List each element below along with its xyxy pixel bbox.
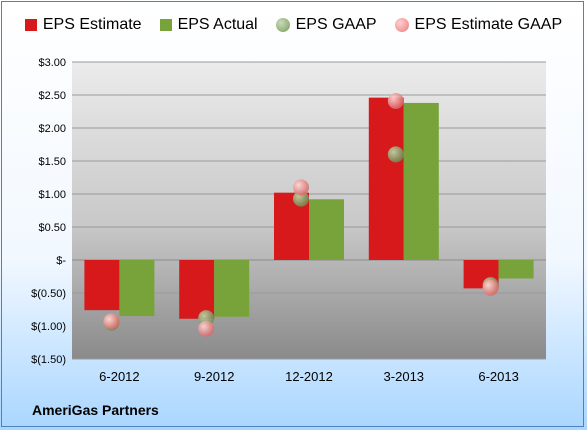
y-tick-label: $2.00 xyxy=(38,123,66,135)
point-eps-estimate-gaap xyxy=(293,179,309,196)
bar-eps-estimate xyxy=(368,97,404,260)
bar-eps-actual xyxy=(119,260,155,317)
bar-eps-estimate xyxy=(179,260,215,319)
point-eps-estimate-gaap xyxy=(103,313,120,330)
legend-swatch-eps-gaap xyxy=(275,18,290,32)
legend-label-eps-gaap: EPS GAAP xyxy=(295,16,377,33)
x-tick-label: 3-2013 xyxy=(384,369,424,384)
points xyxy=(103,92,499,337)
y-tick-label: $1.50 xyxy=(38,156,66,168)
y-tick-label: $1.00 xyxy=(38,189,66,201)
point-eps-estimate-gaap xyxy=(482,279,499,296)
legend-swatch-eps-estimate-gaap xyxy=(394,18,409,32)
bar-eps-actual xyxy=(309,199,344,260)
y-tick-label: $- xyxy=(56,255,66,267)
legend: EPS Estimate EPS Actual EPS GAAP EPS Est… xyxy=(0,16,587,34)
y-tick-label: $3.00 xyxy=(38,57,66,69)
point-eps-estimate-gaap xyxy=(387,92,404,109)
y-axis-ticks: $3.00 $2.50 $2.00 $1.50 $1.00 $0.50 $- $(0.50) $… xyxy=(31,57,66,366)
company-name: AmeriGas Partners xyxy=(32,402,159,418)
point-eps-gaap xyxy=(387,146,404,163)
y-tick-label: $2.50 xyxy=(38,90,66,102)
y-tick-label: $(0.50) xyxy=(31,288,66,300)
legend-label-eps-estimate-gaap: EPS Estimate GAAP xyxy=(414,16,563,33)
bars xyxy=(84,97,534,319)
x-tick-label: 6-2013 xyxy=(478,369,518,384)
legend-label-eps-actual: EPS Actual xyxy=(177,16,258,33)
x-tick-label: 6-2012 xyxy=(99,369,139,384)
bar-eps-actual xyxy=(403,102,439,260)
x-axis-ticks: 6-2012 9-2012 12-2012 3-2013 6-2013 xyxy=(99,369,519,384)
legend-swatch-eps-actual xyxy=(159,19,172,31)
y-tick-label: $(1.50) xyxy=(31,354,66,366)
y-tick-label: $(1.00) xyxy=(31,321,66,333)
y-tick-label: $0.50 xyxy=(38,222,66,234)
legend-item-eps-estimate-gaap: EPS Estimate GAAP xyxy=(394,16,563,34)
legend-swatch-eps-estimate xyxy=(24,19,37,31)
x-tick-label: 12-2012 xyxy=(285,369,333,384)
legend-label-eps-estimate: EPS Estimate xyxy=(42,16,142,33)
bar-eps-actual xyxy=(498,260,534,279)
point-eps-estimate-gaap xyxy=(198,320,215,337)
point-eps-gaap xyxy=(293,190,309,207)
legend-item-eps-estimate: EPS Estimate xyxy=(24,16,142,34)
bar-eps-estimate xyxy=(84,260,120,311)
legend-item-eps-actual: EPS Actual xyxy=(159,16,258,34)
x-tick-label: 9-2012 xyxy=(194,369,234,384)
legend-item-eps-gaap: EPS GAAP xyxy=(275,16,377,34)
bar-eps-actual xyxy=(214,260,250,317)
